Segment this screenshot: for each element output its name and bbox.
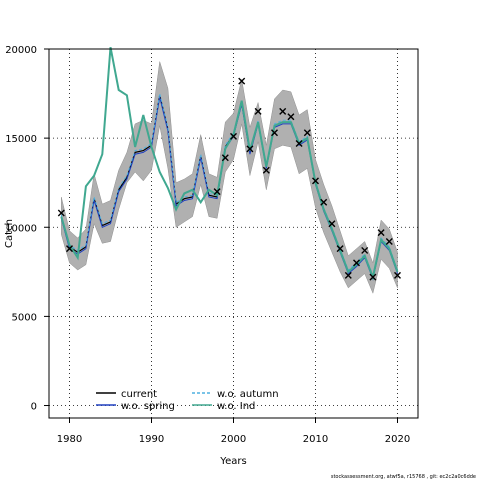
observed-marker [213,188,221,196]
observed-marker [303,129,311,137]
observed-marker [394,271,401,279]
observed-marker [230,132,237,140]
observed-marker [221,154,229,162]
legend-label: w.o. Ind [217,401,255,412]
legend-item: w.o. spring [96,401,175,412]
observed-marker [238,77,246,85]
y-tick-label: 5000 [12,312,37,323]
observed-marker [385,238,393,246]
observed-marker [57,209,65,217]
y-axis-title: Catch [4,219,15,248]
series-lines [60,47,399,281]
footer-text: stockassessment.org, atwf5a, r15768 , gi… [331,474,476,480]
x-axis: 1980 1990 2000 2010 2020 [57,418,410,445]
legend-label: current [121,389,157,400]
y-tick-label: 20000 [5,45,37,56]
x-tick-label: 2000 [221,434,246,445]
observed-marker [336,245,344,253]
observed-marker [377,229,385,237]
observed-marker [312,177,319,185]
observed-marker [254,107,262,115]
observed-marker [361,246,369,254]
observed-marker [295,139,303,147]
series-line-w-o-ind [60,47,399,281]
x-tick-label: 1990 [139,434,164,445]
legend-item: current [96,389,157,400]
x-tick-label: 2020 [385,434,410,445]
observed-marker [353,259,360,267]
legend-item: w.o. autumn [192,389,279,400]
y-tick-label: 15000 [5,134,37,145]
y-tick-label: 0 [31,402,37,413]
observed-marker [344,271,352,279]
observed-marker [320,198,328,206]
y-tick-label: 10000 [5,223,37,234]
observed-marker [246,145,254,153]
x-tick-label: 2010 [303,434,328,445]
observed-marker [287,113,295,121]
observed-marker [66,245,73,253]
observed-markers [57,77,401,281]
x-tick-label: 1980 [57,434,82,445]
y-axis: 0 5000 10000 15000 20000 [5,45,49,413]
legend-label: w.o. autumn [217,389,279,400]
observed-marker [279,107,287,115]
observed-marker [271,129,278,137]
observed-marker [262,166,270,174]
observed-marker [369,273,377,281]
legend-item: w.o. Ind [192,401,255,412]
legend-label: w.o. spring [121,401,175,412]
x-axis-title: Years [219,456,246,467]
confidence-band [61,61,398,295]
observed-marker [328,220,336,228]
